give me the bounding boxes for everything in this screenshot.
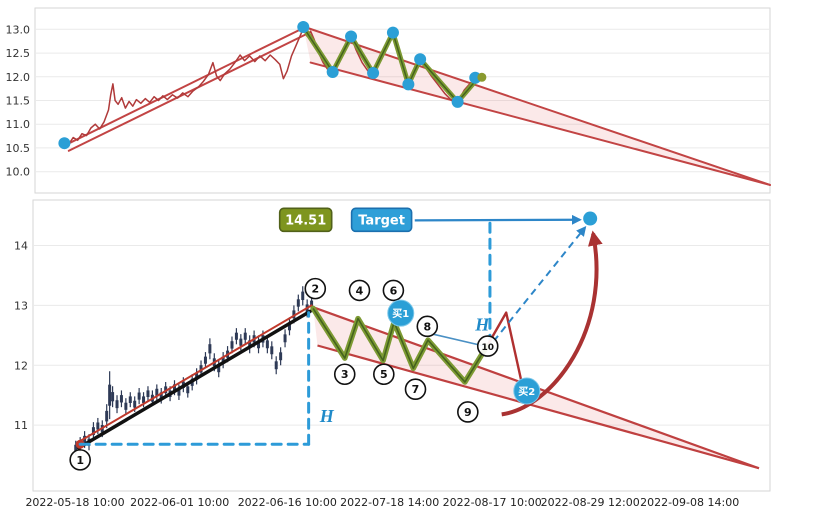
pivot-number-label: 4 — [356, 284, 364, 297]
pivot-marker — [367, 66, 380, 79]
pivot-number-circle — [333, 363, 356, 386]
pivot-number-circle — [69, 449, 91, 471]
buy-marker-label: 买1 — [392, 308, 409, 320]
buy-marker — [513, 377, 541, 405]
height-label: H — [319, 406, 335, 426]
pivot-number-label: 6 — [390, 284, 398, 297]
pivot-number-label: 9 — [464, 406, 472, 419]
target-price-label-text: 14.51 — [285, 213, 326, 228]
target-label-box — [350, 207, 413, 233]
y-tick-label: 11 — [14, 419, 28, 432]
height-label: H — [474, 315, 490, 335]
y-tick-label: 12 — [14, 359, 28, 372]
pole-line-1 — [63, 25, 307, 147]
y-tick-label: 13 — [14, 299, 28, 312]
flagpole-trend-line — [77, 304, 313, 443]
x-tick-label: 2022-06-16 10:00 — [238, 496, 337, 509]
x-tick-label: 2022-05-18 10:00 — [25, 496, 124, 509]
pivot-number-circle — [416, 315, 439, 338]
pivot-marker — [414, 53, 427, 66]
pivot-number-circle — [373, 363, 395, 386]
buy-marker — [387, 299, 415, 327]
y-tick-label: 12.0 — [6, 71, 31, 84]
pivot-marker — [345, 30, 358, 43]
x-tick-label: 2022-08-29 12:00 — [541, 496, 640, 509]
y-tick-label: 11.5 — [6, 95, 31, 108]
pivot-number-circle — [457, 401, 479, 423]
pivot-number-circle — [304, 277, 327, 300]
pivot-number-label: 1 — [76, 454, 84, 467]
pivot-number-circle — [382, 279, 405, 302]
target-arrow — [414, 214, 582, 225]
overview-chart: 13.0 12.5 12.0 11.5 11.0 10.5 10.0 — [6, 7, 771, 194]
pivot-marker — [297, 20, 310, 33]
pivot-marker — [58, 137, 71, 150]
projection-curved-arrow — [501, 230, 603, 417]
y-tick-label: 14 — [14, 240, 28, 253]
target-price-label-box — [278, 207, 333, 233]
target-label-text: Target — [358, 213, 405, 228]
pivot-number-label: 7 — [412, 383, 420, 396]
pivot-marker — [386, 26, 399, 39]
pivot-number-circle — [348, 279, 371, 302]
target-point-marker — [583, 211, 598, 226]
post-pattern-price-path — [485, 311, 525, 393]
pivot-marker — [451, 95, 464, 108]
pivot-number-label: 10 — [481, 343, 494, 353]
y-tick-label: 10.5 — [6, 142, 31, 155]
wedge-lower-line — [309, 61, 771, 186]
pivot-marker — [326, 66, 339, 79]
flagpole-trend-line — [76, 309, 312, 450]
pivot-number-label: 5 — [380, 368, 388, 381]
pivot-number-label: 8 — [423, 320, 431, 333]
pivot-number-label: 2 — [311, 283, 319, 296]
pivot-marker — [402, 78, 415, 91]
x-tick-label: 2022-08-17 10:00 — [443, 496, 542, 509]
buy-marker-label: 买2 — [518, 386, 535, 398]
pivot-number-label: 3 — [341, 368, 349, 381]
x-tick-label: 2022-07-18 14:00 — [340, 496, 439, 509]
x-tick-label: 2022-06-01 10:00 — [130, 496, 229, 509]
pivot-number-circle — [404, 378, 427, 401]
x-tick-label: 2022-09-08 14:00 — [640, 496, 739, 509]
projection-dashed-arrow — [492, 225, 587, 342]
pivot-number-circle — [476, 335, 499, 357]
y-tick-label: 12.5 — [6, 47, 31, 60]
y-tick-label: 13.0 — [6, 23, 31, 36]
y-tick-label: 11.0 — [6, 118, 31, 131]
wedge-lower-line — [317, 344, 760, 470]
pole-line-2 — [67, 32, 310, 152]
zigzag-end-marker — [477, 72, 487, 82]
y-tick-label: 10.0 — [6, 166, 31, 179]
